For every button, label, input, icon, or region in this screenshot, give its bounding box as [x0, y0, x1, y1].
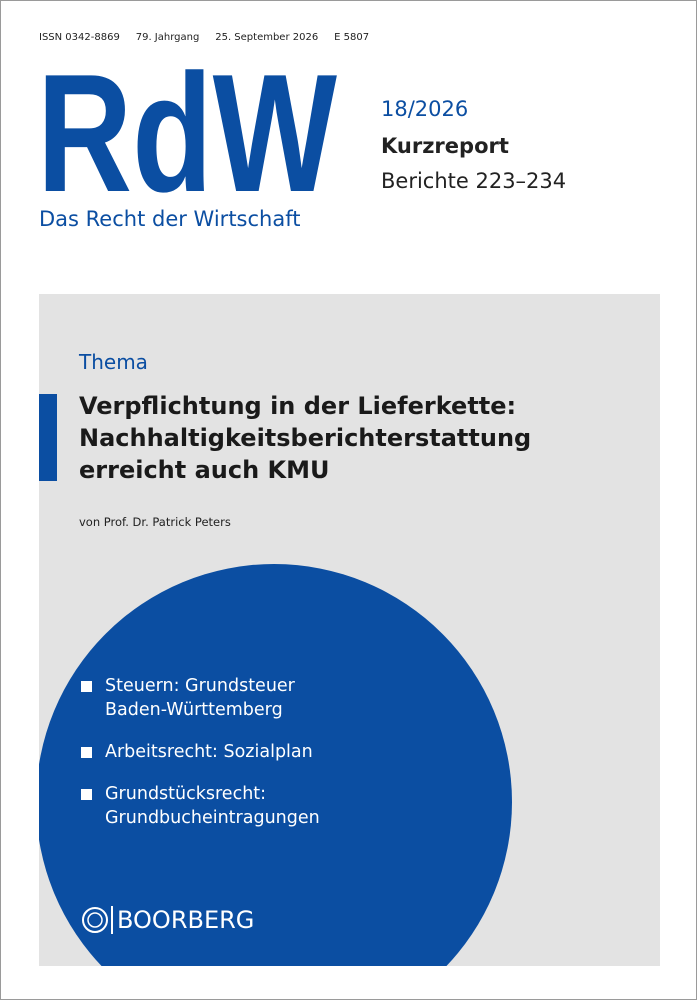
topic-item: Steuern: Grundsteuer Baden-Württemberg	[81, 674, 320, 722]
bullet	[81, 681, 92, 692]
section: Kurzreport	[381, 134, 509, 158]
topic-line: Grundstücksrecht:	[105, 784, 267, 804]
feature-title: Verpflichtung in der Lieferkette: Nachha…	[79, 390, 531, 486]
topic-line: Baden-Württemberg	[105, 700, 283, 720]
publisher-emblem	[82, 907, 108, 933]
logo-svg: RdW	[37, 56, 337, 201]
subtitle: Das Recht der Wirtschaft	[39, 207, 301, 231]
issue: 18/2026	[381, 97, 469, 121]
accent-bar	[39, 394, 57, 481]
topic-line: Arbeitsrecht: Sozialplan	[105, 742, 313, 762]
topic-line: Steuern: Grundsteuer	[105, 676, 295, 696]
topic-item: Arbeitsrecht: Sozialplan	[81, 740, 320, 764]
title-line: erreicht auch KMU	[79, 456, 330, 484]
title-line: Verpflichtung in der Lieferkette:	[79, 392, 517, 420]
feature-panel: Thema Verpflichtung in der Lieferkette: …	[39, 294, 660, 966]
publisher: BOORBERG	[111, 906, 254, 934]
reports: Berichte 223–234	[381, 169, 567, 193]
topic-list: Steuern: Grundsteuer Baden-Württemberg Arb…	[81, 674, 320, 848]
bullet	[81, 789, 92, 800]
issn: ISSN 0342-8869	[39, 32, 120, 43]
logo: RdW	[37, 56, 337, 201]
volume: 79. Jahrgang	[135, 32, 200, 43]
topic-line: Grundbucheintragungen	[105, 808, 320, 828]
code: E 5807	[334, 32, 370, 43]
author: von Prof. Dr. Patrick Peters	[79, 515, 231, 529]
title-line: Nachhaltigkeitsberichterstattung	[79, 424, 532, 452]
header-line: ISSN 0342-8869 79. Jahrgang 25. Septembe…	[39, 32, 369, 43]
date: 25. September 2026	[215, 32, 319, 43]
topic-item: Grundstücksrecht: Grundbucheintragungen	[81, 782, 320, 830]
circle	[39, 564, 512, 966]
bullet	[81, 747, 92, 758]
feature-label: Thema	[79, 350, 148, 374]
